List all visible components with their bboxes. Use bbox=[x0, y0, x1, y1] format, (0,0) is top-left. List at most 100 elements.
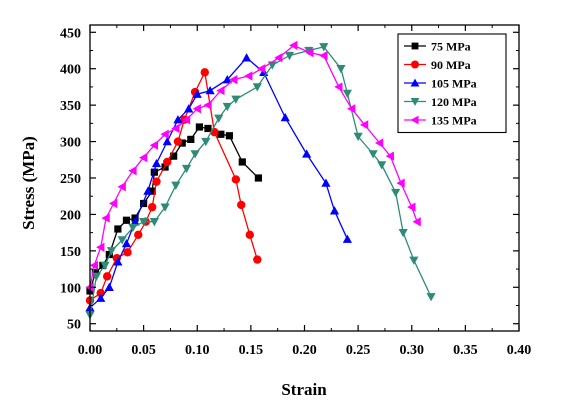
x-tick-label: 0.00 bbox=[78, 343, 103, 358]
data-point bbox=[173, 137, 183, 146]
series-group bbox=[85, 43, 436, 320]
legend-entry: 90 MPa bbox=[404, 58, 471, 72]
data-point bbox=[222, 102, 232, 112]
y-axis-title: Stress (MPa) bbox=[19, 136, 38, 230]
data-point bbox=[391, 188, 401, 198]
y-tick-label: 250 bbox=[60, 172, 81, 187]
data-point bbox=[222, 75, 232, 84]
axes: 0.00 0.05 0.10 0.15 0.20 0.25 0.30 0.35 0.40 50 10… bbox=[60, 24, 531, 358]
data-point bbox=[342, 234, 352, 243]
data-point bbox=[231, 95, 241, 104]
data-point bbox=[319, 43, 329, 52]
data-point bbox=[181, 115, 191, 125]
data-point bbox=[245, 230, 255, 240]
data-point bbox=[160, 129, 169, 139]
data-point bbox=[96, 293, 106, 302]
data-point bbox=[409, 256, 419, 265]
data-point bbox=[231, 175, 241, 184]
data-point bbox=[104, 282, 114, 291]
series-line bbox=[89, 56, 348, 309]
data-point bbox=[254, 174, 262, 182]
data-point bbox=[426, 293, 436, 302]
data-point bbox=[187, 135, 195, 143]
data-point bbox=[149, 218, 159, 227]
x-tick-label: 0.10 bbox=[185, 343, 210, 358]
data-point bbox=[102, 272, 112, 281]
data-point bbox=[91, 272, 102, 281]
data-point bbox=[385, 151, 394, 161]
data-point bbox=[302, 149, 312, 158]
data-point bbox=[319, 51, 328, 61]
series-line bbox=[89, 126, 259, 292]
data-point bbox=[229, 75, 238, 85]
data-point bbox=[89, 260, 98, 271]
legend-label: 105 MPa bbox=[431, 77, 477, 91]
data-point bbox=[139, 153, 148, 163]
data-point bbox=[192, 89, 202, 98]
data-point bbox=[407, 202, 416, 212]
data-point bbox=[368, 150, 378, 159]
x-tick-label: 0.20 bbox=[292, 343, 317, 358]
x-tick-label: 0.35 bbox=[453, 343, 478, 358]
data-point bbox=[190, 150, 200, 159]
data-point bbox=[411, 42, 419, 50]
x-tick-label: 0.30 bbox=[400, 343, 425, 358]
x-tick-label: 0.15 bbox=[239, 343, 264, 358]
data-point bbox=[130, 217, 140, 226]
data-point bbox=[396, 178, 405, 188]
data-point bbox=[205, 85, 215, 95]
data-point bbox=[374, 138, 384, 148]
data-point bbox=[149, 140, 159, 150]
data-point bbox=[411, 60, 419, 69]
data-point bbox=[284, 51, 295, 61]
data-point bbox=[117, 182, 126, 192]
data-point bbox=[274, 53, 283, 63]
data-point bbox=[329, 206, 340, 215]
data-point bbox=[377, 161, 387, 170]
data-point bbox=[280, 112, 290, 122]
series-group bbox=[85, 68, 262, 305]
data-point bbox=[237, 200, 246, 210]
data-point bbox=[160, 203, 170, 212]
data-point bbox=[148, 202, 157, 212]
y-tick-label: 400 bbox=[60, 63, 81, 78]
data-point bbox=[162, 136, 172, 146]
y-tick-label: 200 bbox=[60, 208, 81, 223]
data-point bbox=[128, 166, 137, 176]
legend-label: 135 MPa bbox=[431, 114, 477, 128]
data-point bbox=[139, 218, 149, 227]
x-tick-label: 0.05 bbox=[131, 343, 156, 358]
data-point bbox=[253, 255, 262, 264]
y-tick-label: 450 bbox=[60, 26, 81, 41]
legend-label: 90 MPa bbox=[431, 58, 471, 72]
data-point bbox=[353, 132, 363, 142]
series-group bbox=[85, 53, 352, 312]
legend-label: 75 MPa bbox=[431, 40, 471, 54]
data-point bbox=[203, 100, 212, 110]
data-point bbox=[178, 139, 186, 147]
data-point bbox=[342, 89, 352, 99]
x-tick-label: 0.25 bbox=[346, 343, 371, 358]
data-point bbox=[410, 78, 420, 87]
series-line bbox=[89, 70, 258, 301]
data-point bbox=[412, 217, 421, 227]
data-point bbox=[148, 187, 156, 195]
y-tick-label: 300 bbox=[60, 136, 81, 151]
data-point bbox=[143, 186, 153, 195]
data-point bbox=[134, 230, 143, 240]
data-point bbox=[321, 178, 331, 187]
legend-entry: 135 MPa bbox=[404, 114, 477, 128]
data-point bbox=[334, 82, 343, 92]
data-point bbox=[100, 261, 110, 271]
data-point bbox=[101, 213, 110, 223]
data-point bbox=[106, 247, 117, 256]
data-point bbox=[163, 157, 172, 167]
series-group bbox=[85, 40, 421, 292]
data-point bbox=[216, 85, 225, 96]
y-tick-label: 50 bbox=[67, 318, 81, 333]
data-point bbox=[151, 158, 162, 168]
legend-entry: 105 MPa bbox=[404, 77, 477, 91]
data-point bbox=[122, 216, 131, 224]
data-point bbox=[121, 238, 132, 248]
legend: 75 MPa 90 MPa 105 MPa 120 MPa 135 MPa bbox=[397, 33, 507, 134]
